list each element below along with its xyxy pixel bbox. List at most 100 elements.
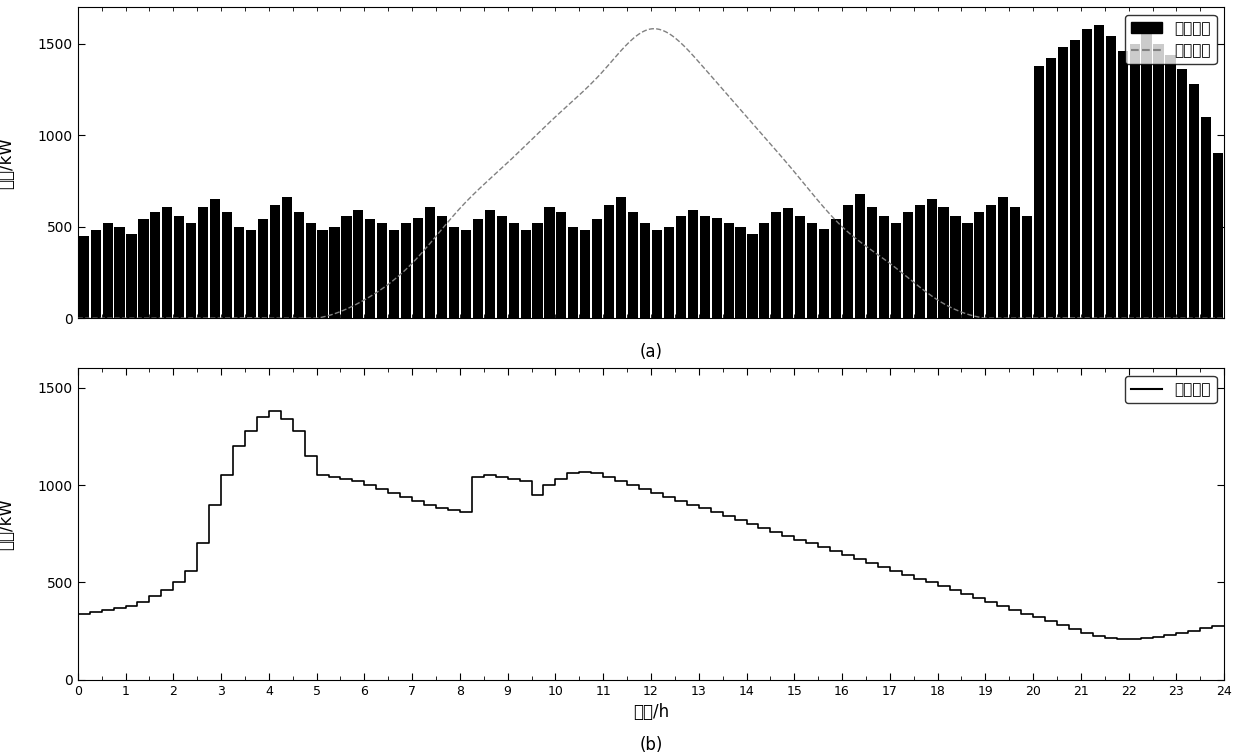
Bar — [831, 220, 841, 318]
Bar — [1189, 84, 1199, 318]
Bar — [569, 226, 579, 318]
Bar — [126, 234, 136, 318]
Bar — [664, 226, 674, 318]
Text: (b): (b) — [639, 735, 663, 752]
Bar — [484, 211, 494, 318]
Bar — [700, 216, 710, 318]
Bar — [795, 216, 805, 318]
Bar — [747, 234, 757, 318]
Bar — [281, 197, 292, 318]
Bar — [999, 197, 1009, 318]
Bar — [103, 223, 113, 318]
Bar — [114, 226, 125, 318]
Bar — [1082, 29, 1092, 318]
Bar — [245, 230, 256, 318]
Bar — [974, 212, 985, 318]
Bar — [497, 216, 507, 318]
Bar — [1154, 44, 1163, 318]
Bar — [772, 212, 782, 318]
Bar — [1035, 65, 1044, 318]
Bar — [1177, 69, 1187, 318]
Bar — [1010, 207, 1020, 318]
X-axis label: 时间/h: 时间/h — [633, 703, 669, 721]
Bar — [878, 216, 888, 318]
Bar — [222, 212, 232, 318]
Bar — [580, 230, 590, 318]
Bar — [819, 229, 829, 318]
Bar — [306, 223, 316, 318]
Bar — [1046, 58, 1056, 318]
Bar — [1058, 47, 1068, 318]
Bar — [1130, 44, 1140, 318]
Text: (a): (a) — [639, 343, 663, 361]
Bar — [783, 208, 793, 318]
Bar — [377, 223, 388, 318]
Bar — [1141, 32, 1151, 318]
Bar — [342, 216, 352, 318]
Bar — [963, 223, 973, 318]
Bar — [1166, 55, 1176, 318]
Y-axis label: 功率/kW: 功率/kW — [0, 137, 15, 189]
Bar — [78, 236, 89, 318]
Bar — [675, 216, 686, 318]
Bar — [927, 199, 937, 318]
Bar — [628, 212, 638, 318]
Bar — [520, 230, 530, 318]
Bar — [556, 212, 566, 318]
Bar — [736, 226, 746, 318]
Bar — [1094, 26, 1104, 318]
Bar — [867, 207, 877, 318]
Bar — [914, 205, 924, 318]
Bar — [855, 194, 865, 318]
Bar — [807, 223, 818, 318]
Bar — [413, 217, 424, 318]
Bar — [366, 220, 375, 318]
Bar — [1201, 117, 1212, 318]
Bar — [186, 223, 196, 318]
Bar — [461, 230, 471, 318]
Bar — [449, 226, 458, 318]
Bar — [760, 223, 769, 318]
Bar — [198, 207, 208, 318]
Bar — [1213, 153, 1223, 318]
Bar — [711, 217, 722, 318]
Bar — [294, 212, 304, 318]
Bar — [592, 220, 602, 318]
Bar — [389, 230, 399, 318]
Legend: 风机出力, 光伏出力: 风机出力, 光伏出力 — [1125, 14, 1217, 65]
Bar — [473, 220, 483, 318]
Bar — [688, 211, 698, 318]
Bar — [938, 207, 949, 318]
Bar — [508, 223, 519, 318]
Legend: 基本负荷: 基本负荷 — [1125, 376, 1217, 403]
Bar — [903, 212, 913, 318]
Bar — [90, 230, 100, 318]
Bar — [150, 212, 161, 318]
Bar — [175, 216, 185, 318]
Bar — [330, 226, 339, 318]
Bar — [616, 197, 626, 318]
Bar — [533, 223, 543, 318]
Bar — [270, 205, 280, 318]
Bar — [986, 205, 996, 318]
Bar — [605, 205, 615, 318]
Bar — [258, 220, 268, 318]
Bar — [211, 199, 221, 318]
Bar — [353, 211, 363, 318]
Bar — [950, 216, 960, 318]
Bar — [1105, 36, 1116, 318]
Bar — [425, 207, 435, 318]
Bar — [401, 223, 411, 318]
Bar — [843, 205, 854, 318]
Bar — [139, 220, 149, 318]
Bar — [544, 207, 555, 318]
Bar — [652, 230, 662, 318]
Bar — [639, 223, 650, 318]
Bar — [1069, 40, 1080, 318]
Bar — [437, 216, 447, 318]
Bar — [234, 226, 244, 318]
Bar — [891, 223, 901, 318]
Bar — [1118, 51, 1127, 318]
Y-axis label: 功率/kW: 功率/kW — [0, 498, 15, 550]
Bar — [724, 223, 733, 318]
